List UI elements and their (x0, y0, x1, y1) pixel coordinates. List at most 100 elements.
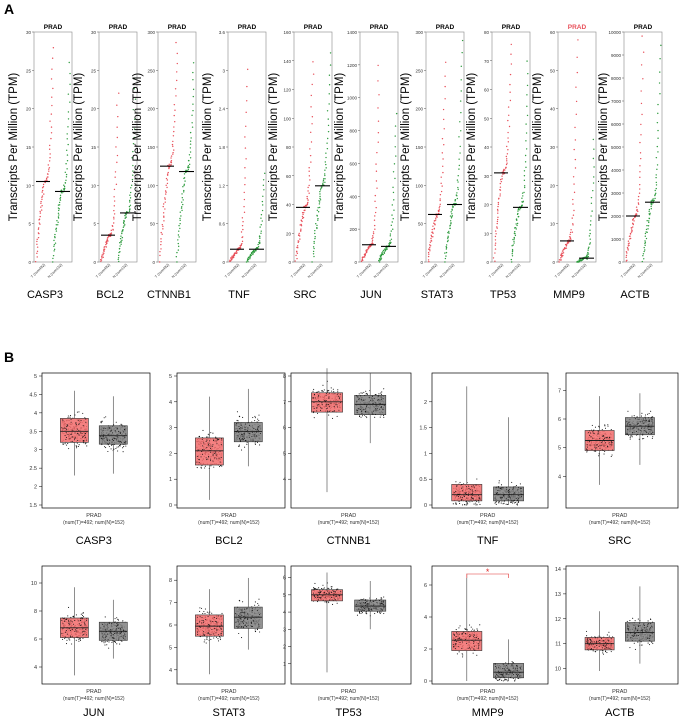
normal-point (459, 145, 461, 148)
sample-point (245, 439, 247, 441)
normal-point (119, 245, 121, 247)
normal-point (447, 239, 449, 242)
normal-point (660, 44, 662, 47)
sample-point (105, 629, 107, 631)
chart-title: PRAD (304, 24, 323, 31)
sample-point (366, 392, 368, 394)
sample-point (650, 417, 652, 419)
sample-point (71, 628, 73, 630)
sample-point (123, 441, 125, 443)
sample-point (103, 435, 105, 437)
tumor-point (361, 259, 363, 261)
sample-point (503, 502, 505, 504)
y-tick-label: 0 (288, 260, 291, 265)
sample-point (76, 445, 78, 447)
sample-point (65, 618, 67, 620)
normal-point (262, 184, 265, 187)
normal-point (69, 72, 71, 75)
tumor-point (113, 209, 115, 212)
y-tick-label: 300 (415, 30, 423, 35)
sample-point (460, 484, 462, 486)
tumor-point (363, 256, 365, 258)
sample-point (112, 440, 114, 442)
sample-point (457, 493, 459, 495)
sample-point (650, 433, 652, 435)
normal-point (185, 169, 187, 171)
sample-point (103, 642, 105, 644)
tumor-point (567, 242, 570, 244)
sample-point (123, 635, 125, 637)
sample-point (114, 430, 116, 432)
sample-point (205, 441, 207, 443)
tumor-point (243, 205, 245, 208)
tumor-point (48, 148, 51, 150)
normal-point (66, 138, 68, 140)
sample-point (374, 416, 376, 418)
normal-point (657, 103, 659, 106)
tumor-point (166, 174, 169, 176)
sample-point (638, 418, 640, 420)
sample-point (377, 395, 379, 397)
sample-point (216, 629, 218, 631)
normal-point (586, 253, 589, 255)
tumor-point (309, 179, 311, 181)
tumor-point (244, 177, 246, 179)
tumor-point (303, 211, 305, 214)
sample-point (210, 432, 212, 434)
sample-point (66, 424, 68, 426)
y-tick-label: 50 (418, 222, 424, 227)
x-tick-label: T (num492) (620, 263, 636, 279)
normal-point (513, 240, 515, 242)
sample-point (219, 638, 221, 641)
tumor-point (506, 153, 509, 155)
normal-point (515, 223, 517, 225)
sample-point (590, 435, 592, 437)
tumor-point (159, 251, 161, 253)
y-tick-label: 1 (424, 451, 427, 457)
sample-point (380, 406, 382, 408)
normal-point (526, 84, 529, 87)
sample-point (67, 415, 69, 417)
chart-title: PRAD (568, 24, 587, 31)
tumor-point (48, 170, 50, 172)
sample-point (463, 494, 465, 496)
tumor-point (497, 216, 499, 219)
tumor-point (573, 191, 576, 194)
sample-point (108, 622, 110, 624)
sample-point (377, 399, 379, 401)
tumor-point (495, 233, 497, 235)
tumor-point (499, 186, 502, 188)
sample-point (65, 428, 67, 430)
normal-point (313, 240, 315, 243)
sample-point (103, 428, 105, 430)
normal-point (657, 129, 659, 132)
tumor-point (36, 250, 39, 253)
tumor-point (433, 222, 435, 224)
sample-point (508, 496, 510, 498)
sample-point (640, 427, 642, 429)
sample-point (632, 428, 634, 430)
sample-point (101, 443, 103, 445)
sample-point (67, 619, 69, 621)
sample-point (373, 410, 375, 412)
sample-point (469, 489, 471, 491)
normal-point (454, 198, 457, 201)
normal-point (388, 242, 391, 244)
plot-frame (431, 372, 549, 509)
sample-point (102, 438, 104, 440)
sample-point (337, 389, 339, 391)
sample-point (121, 441, 123, 443)
sample-point (83, 440, 85, 442)
sample-point (650, 429, 652, 431)
normal-point (119, 251, 121, 253)
tumor-point (117, 115, 119, 118)
normal-point (128, 205, 131, 208)
sample-point (202, 621, 204, 623)
sample-point (82, 425, 84, 427)
tumor-point (309, 154, 312, 157)
sample-point (598, 430, 600, 432)
gene-label: MMP9 (553, 289, 585, 301)
tumor-point (505, 166, 507, 169)
tumor-point (641, 113, 643, 116)
